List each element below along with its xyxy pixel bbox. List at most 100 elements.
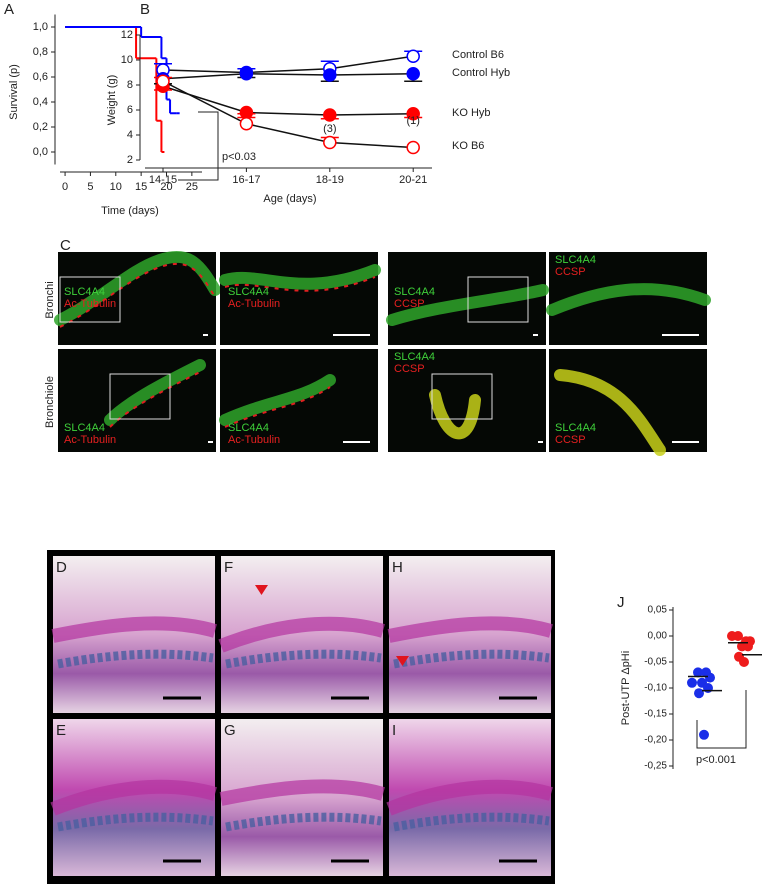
panel-label: F [224, 559, 233, 576]
marker [406, 107, 420, 121]
stain-label: SLC4A4 [394, 351, 435, 363]
inset-box [59, 276, 121, 323]
x-tick-label: 16-17 [232, 174, 260, 186]
legend-label: Control Hyb [452, 67, 510, 79]
stain-label: Ac-Tubulin [228, 434, 280, 446]
stain-label: SLC4A4 [555, 422, 596, 434]
stain-label: CCSP [394, 298, 425, 310]
tissue-signal [219, 264, 381, 290]
y-tick-label: 1,0 [33, 21, 48, 33]
line [162, 55, 414, 74]
tissue-signal [104, 359, 206, 426]
panel-label: J [617, 594, 625, 611]
stain-label: Ac-Tubulin [64, 434, 116, 446]
stain-label: Ac-Tubulin [228, 298, 280, 310]
stain-label: SLC4A4 [64, 422, 105, 434]
epithelium [218, 616, 385, 653]
annotation: p<0.03 [222, 151, 256, 163]
y-tick-label: -0,20 [644, 735, 667, 746]
y-tick-label: -0,05 [644, 657, 667, 668]
y-tick-label: -0,15 [644, 709, 667, 720]
significance-bracket [178, 111, 219, 181]
y-axis-label: Weight (g) [106, 75, 118, 126]
nuclei [225, 812, 382, 832]
panel-label: E [56, 722, 66, 739]
stain-label: CCSP [394, 363, 425, 375]
data-point [703, 683, 713, 693]
arrowhead [255, 585, 268, 595]
y-tick-label: 0,00 [648, 631, 668, 642]
epithelium [51, 616, 217, 643]
stain-label: Ac-Tubulin [64, 298, 116, 310]
marker [406, 140, 420, 155]
y-tick-label: 0,0 [33, 146, 48, 158]
data-point [743, 641, 753, 652]
row-label: Bronchi [44, 281, 56, 318]
cilia-signal [109, 371, 201, 428]
tissue-signal [219, 374, 336, 426]
line [162, 72, 414, 80]
inset-box [467, 276, 529, 323]
panel-label: A [4, 1, 14, 18]
y-tick-label: 10 [121, 54, 133, 66]
epithelium [219, 779, 385, 806]
tissue-signal [429, 389, 481, 440]
x-tick-label: 5 [87, 181, 93, 193]
inset-box [431, 373, 493, 420]
marker [239, 117, 254, 131]
stain-label: SLC4A4 [555, 254, 596, 266]
x-tick-label: 18-19 [316, 174, 344, 186]
cilia-signal [224, 276, 376, 292]
stain-label: SLC4A4 [394, 286, 435, 298]
epithelium [50, 779, 217, 816]
inset-box [109, 373, 171, 420]
legend-label: KO B6 [452, 140, 484, 152]
nuclei [393, 812, 550, 832]
marker [323, 108, 337, 122]
nuclei [57, 812, 214, 832]
marker [239, 67, 254, 81]
x-tick-label: 20 [160, 181, 172, 193]
panel-label: D [56, 559, 67, 576]
panel-label: C [60, 237, 71, 254]
y-axis-label: Survival (p) [8, 64, 20, 120]
significance-bracket [696, 690, 747, 749]
x-axis-label: Time (days) [101, 205, 159, 217]
data-point [705, 672, 715, 683]
marker [406, 49, 420, 63]
cilia-signal [224, 386, 331, 428]
y-tick-label: 6 [127, 104, 133, 116]
data-point [694, 688, 704, 699]
data-point [687, 677, 697, 688]
epithelium [387, 616, 553, 643]
panel-label: I [392, 722, 396, 739]
tissue-signal [386, 284, 549, 326]
x-tick-label: 14-15 [149, 174, 177, 186]
cilia-signal [59, 262, 216, 328]
panel-label: B [140, 1, 150, 18]
marker [323, 135, 337, 150]
legend-label: Control B6 [452, 49, 504, 61]
stain-label: SLC4A4 [228, 422, 269, 434]
x-axis-label: Age (days) [263, 193, 316, 205]
marker [323, 68, 337, 82]
tissue-signal [54, 250, 221, 326]
y-tick-label: 0,8 [33, 46, 48, 58]
marker [406, 67, 420, 81]
y-tick-label: 12 [121, 29, 133, 41]
line [162, 80, 414, 149]
epithelium [386, 779, 553, 816]
data-point [733, 631, 743, 641]
y-tick-label: 0,2 [33, 121, 48, 133]
tissue-signal [554, 369, 666, 456]
row-label: Bronchiole [44, 376, 56, 428]
y-tick-label: 0,05 [648, 605, 668, 616]
nuclei [393, 649, 550, 669]
data-point [739, 657, 749, 667]
y-tick-label: -0,10 [644, 683, 667, 694]
annotation: p<0.001 [696, 754, 736, 766]
nuclei [225, 649, 382, 669]
stain-label: SLC4A4 [228, 286, 269, 298]
x-tick-label: 25 [186, 181, 198, 193]
